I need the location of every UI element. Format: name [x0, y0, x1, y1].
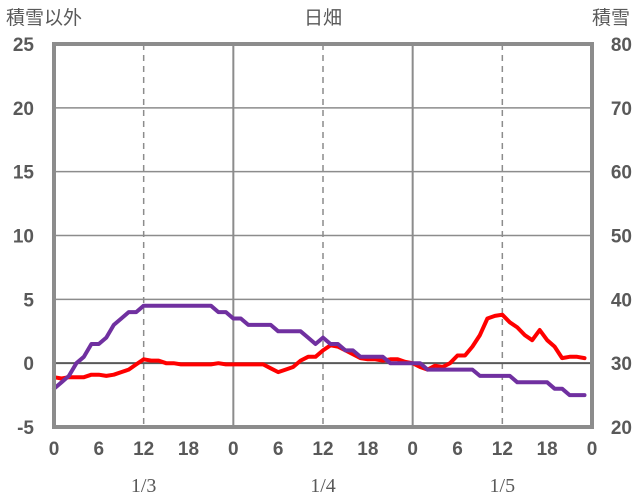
- x-tick-label: 12: [312, 439, 333, 460]
- left-axis-title: 積雪以外: [6, 7, 82, 29]
- series-layer: [52, 303, 587, 398]
- left-tick-label: 25: [13, 35, 35, 56]
- x-tick-label: 6: [273, 439, 284, 460]
- left-tick-label: -5: [17, 418, 34, 439]
- x-tick-label: 0: [228, 439, 239, 460]
- left-tick-label: 15: [13, 163, 35, 184]
- series-line-snow-depth: [52, 303, 587, 398]
- left-tick-label: 20: [13, 99, 34, 120]
- x-tick-label: 12: [492, 439, 513, 460]
- left-tick-label: 5: [23, 290, 34, 311]
- right-axis-ticks: 20 30 40 50 60 70 80: [611, 35, 632, 439]
- series-line-non-snow: [52, 312, 587, 381]
- plot-frame: [52, 42, 594, 429]
- x-tick-label: 18: [178, 439, 199, 460]
- date-label: 1/3: [131, 475, 157, 497]
- right-tick-label: 60: [611, 163, 632, 184]
- date-label: 1/5: [490, 475, 516, 497]
- right-tick-label: 40: [611, 290, 632, 311]
- left-tick-label: 0: [23, 354, 34, 375]
- x-tick-label: 18: [357, 439, 378, 460]
- x-tick-label: 18: [537, 439, 558, 460]
- x-tick-label: 6: [452, 439, 463, 460]
- x-tick-label: 6: [94, 439, 105, 460]
- date-label: 1/4: [310, 475, 336, 497]
- right-tick-label: 30: [611, 354, 632, 375]
- right-tick-label: 70: [611, 99, 632, 120]
- chart-title: 日畑: [304, 7, 342, 29]
- x-tick-label: 0: [587, 439, 598, 460]
- x-tick-label: 0: [49, 439, 60, 460]
- right-tick-label: 80: [611, 35, 632, 56]
- left-axis-ticks: -5 0 5 10 15 20 25: [13, 35, 35, 439]
- right-tick-label: 20: [611, 418, 632, 439]
- right-tick-label: 50: [611, 227, 632, 248]
- x-tick-label: 12: [133, 439, 154, 460]
- right-axis-title: 積雪: [592, 7, 630, 29]
- left-tick-label: 10: [13, 227, 34, 248]
- grid: [54, 44, 592, 427]
- date-labels: 1/3 1/4 1/5: [131, 475, 515, 497]
- x-axis-ticks: 0 6 12 18 0 6 12 18 0 6 12 18 0: [49, 439, 598, 460]
- x-tick-label: 0: [407, 439, 418, 460]
